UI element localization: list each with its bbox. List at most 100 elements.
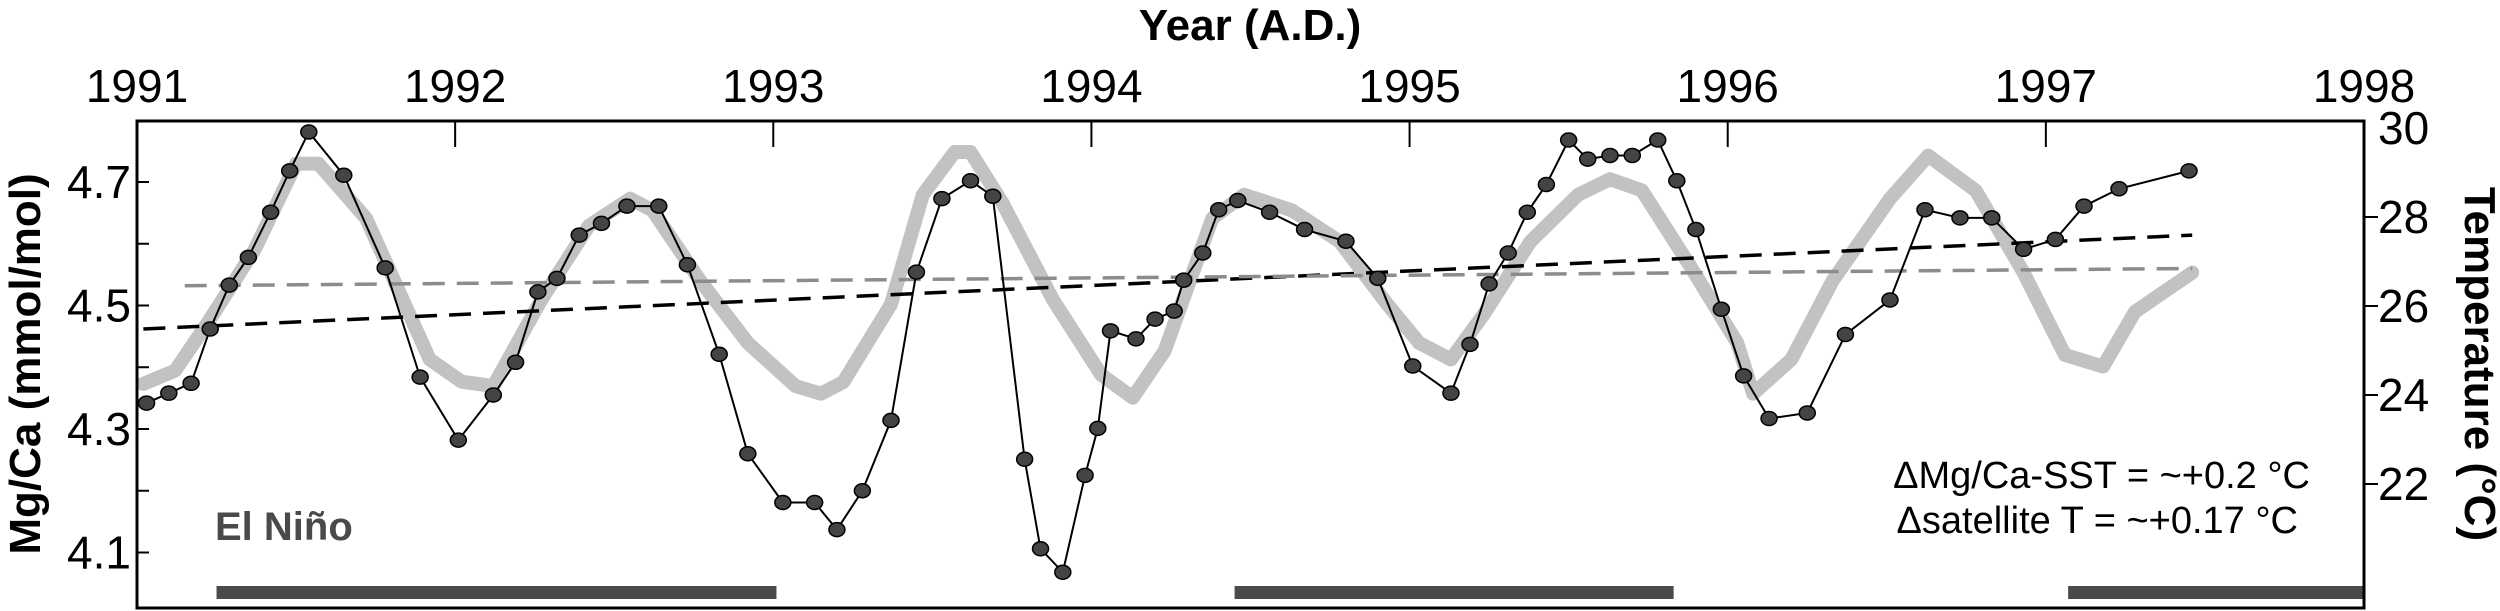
mgca-point: [261, 204, 280, 221]
mgca-point: [1712, 301, 1731, 317]
mgca-point: [1194, 245, 1212, 261]
y-left-tick-label: 4.5: [67, 280, 131, 332]
el-nino-bar-0: [216, 586, 777, 599]
mgca-point: [1916, 202, 1934, 218]
mgca-point: [828, 521, 846, 538]
mgca-point: [2014, 241, 2033, 258]
mgca-point: [1687, 221, 1705, 238]
mgca-point: [1295, 221, 1314, 238]
mgca-point: [2046, 231, 2065, 248]
y-axis-left-title: Mg/Ca (mmol/mol): [1, 173, 50, 554]
mgca-point: [182, 375, 200, 392]
mgca-point: [1054, 564, 1072, 581]
mgca-point: [1089, 420, 1107, 437]
mgca-point: [1499, 245, 1517, 261]
plot-frame: [135, 119, 2366, 610]
mgca-point: [592, 215, 611, 232]
mgca-point: [1165, 303, 1183, 319]
y-right-tick-label: 22: [2378, 458, 2429, 510]
mgca-point: [1648, 132, 1667, 148]
mgca-point: [1983, 210, 2001, 226]
mgca-point: [484, 387, 503, 403]
mgca-point: [239, 249, 258, 266]
mgca-point: [220, 277, 239, 293]
mgca-point: [570, 227, 588, 243]
mgca-point: [1518, 204, 1537, 221]
mgca-point: [1734, 368, 1753, 384]
mgca-point: [1668, 173, 1686, 189]
mgca-point: [529, 284, 547, 300]
mgca-point: [201, 321, 219, 337]
mgca-point: [1015, 451, 1034, 468]
mgca-point: [1798, 405, 1816, 421]
mgca-point: [1174, 272, 1193, 288]
mgca-point: [1480, 276, 1498, 292]
mgca-point: [1101, 323, 1120, 339]
el-nino-bar-1: [1234, 586, 1674, 599]
y-right-tick-label: 24: [2378, 369, 2429, 421]
x-tick-label: 1998: [2313, 60, 2415, 112]
mgca-point: [411, 369, 429, 385]
mgca-point: [984, 188, 1002, 204]
mgca-point: [1369, 270, 1387, 287]
mgca-point: [1623, 147, 1642, 164]
mgca-point: [449, 432, 468, 448]
mgca-point: [1578, 151, 1597, 167]
mgca-point: [1881, 292, 1899, 308]
mgca-point: [137, 395, 156, 411]
mgca-point: [1836, 326, 1855, 343]
plot-area: 1991 1992 1993 1994 1995 1996 1997 1998 4.7 4.5 4.…: [67, 60, 2429, 610]
el-nino-bar-2: [2068, 586, 2364, 599]
trend-line-0: [143, 233, 2193, 331]
mgca-point: [1537, 176, 1556, 193]
mgca-point: [376, 260, 394, 276]
y-left-tick-label: 4.1: [67, 527, 131, 579]
mgca-point: [2180, 163, 2198, 179]
mgca-point: [882, 412, 900, 429]
y-right-tick-label: 30: [2378, 102, 2429, 154]
mgca-point: [853, 483, 872, 499]
y-left-tick-label: 4.7: [67, 156, 131, 208]
mgca-point: [1229, 192, 1247, 209]
mgca-point: [1127, 331, 1145, 347]
mgca-point: [280, 163, 299, 179]
y-axis-right-title: Temperature (°C): [2455, 187, 2500, 541]
mgca-point: [548, 270, 566, 287]
mgca-point: [2110, 181, 2128, 197]
mgca-point: [1951, 210, 1969, 226]
mgca-point: [678, 256, 697, 273]
mgca-point: [1337, 233, 1355, 250]
mgca-point: [618, 198, 636, 214]
mgca-point: [335, 167, 353, 183]
mgca-point: [300, 124, 318, 140]
x-tick-label: 1996: [1677, 60, 1779, 112]
y-left-tick-label: 4.3: [67, 403, 131, 455]
mgca-point: [1559, 132, 1578, 148]
mgca-point: [1031, 541, 1050, 557]
mgca-point: [774, 494, 792, 511]
mgca-point: [1404, 358, 1422, 374]
mgca-point: [739, 445, 757, 462]
mgca-point: [907, 264, 926, 280]
annotation-mgca-sst: ΔMg/Ca-SST = ~+0.2 °C: [1893, 455, 2310, 497]
y-right-tick-label: 28: [2378, 191, 2429, 243]
mgca-point: [1760, 410, 1778, 427]
mgca-point: [933, 190, 951, 207]
x-tick-label: 1997: [1995, 60, 2097, 112]
x-tick-label: 1991: [86, 60, 188, 112]
mgca-line: [146, 130, 2190, 575]
mgca-point: [1209, 202, 1228, 218]
mgca-point: [650, 198, 668, 214]
mgca-point: [710, 346, 728, 363]
mgca-point: [1076, 467, 1094, 484]
x-tick-label: 1994: [1040, 60, 1142, 112]
x-tick-label: 1995: [1358, 60, 1460, 112]
mgca-point: [1442, 385, 1460, 401]
x-tick-label: 1992: [404, 60, 506, 112]
el-nino-label: El Niño: [215, 505, 353, 549]
mgca-point: [805, 494, 824, 511]
annotation-satellite-t: Δsatellite T = ~+0.17 °C: [1897, 500, 2298, 542]
mgca-point: [506, 354, 525, 371]
x-tick-label: 1993: [722, 60, 824, 112]
